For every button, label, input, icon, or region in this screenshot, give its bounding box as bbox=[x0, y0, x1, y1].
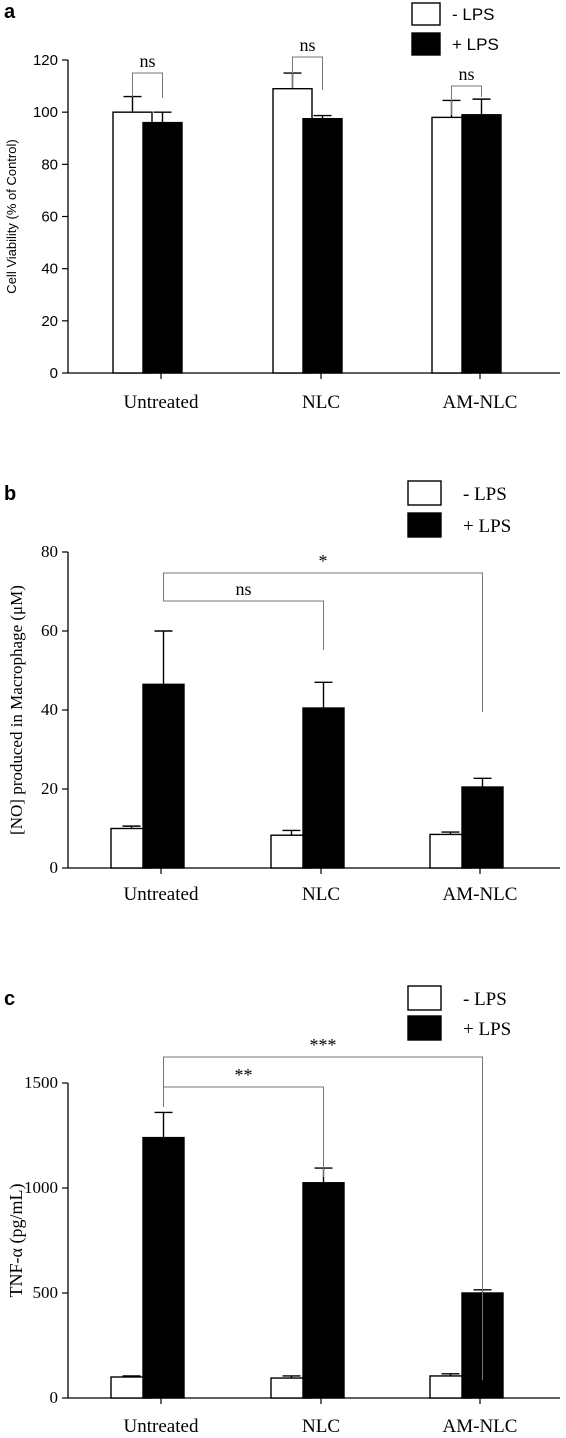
y-tick-label: 0 bbox=[50, 365, 58, 382]
y-tick-label: 20 bbox=[41, 313, 58, 330]
x-tick-label: AM-NLC bbox=[443, 1416, 518, 1437]
x-tick-label: Untreated bbox=[124, 1416, 199, 1437]
y-axis-title: Cell Viability (% of Control) bbox=[4, 139, 19, 293]
significance-label: ns bbox=[235, 579, 251, 599]
bar bbox=[142, 683, 185, 869]
significance-label: ns bbox=[139, 51, 155, 71]
legend-swatch bbox=[411, 32, 441, 56]
significance-bracket bbox=[163, 1086, 324, 1177]
chart-panel-a: a 0 20 40 60 80 100 120 Cell Viability (% of Con… bbox=[4, 1, 560, 413]
significance-bracket bbox=[163, 572, 483, 712]
y-tick-label: 100 bbox=[33, 104, 58, 121]
x-tick-label: Untreated bbox=[124, 884, 199, 905]
legend-swatch bbox=[411, 2, 441, 26]
y-tick-label: 40 bbox=[41, 261, 58, 278]
bar bbox=[302, 707, 345, 869]
x-tick-label: Untreated bbox=[124, 392, 199, 413]
significance-bracket bbox=[451, 85, 482, 115]
significance-bracket bbox=[292, 56, 323, 90]
legend-label: - LPS bbox=[463, 484, 507, 505]
x-tick-label: NLC bbox=[302, 884, 340, 905]
y-tick-label: 80 bbox=[41, 156, 58, 173]
y-tick-label: 0 bbox=[50, 1388, 59, 1407]
bar bbox=[302, 1182, 345, 1399]
legend-label: + LPS bbox=[463, 516, 511, 537]
significance-label: * bbox=[319, 551, 328, 571]
legend-swatch bbox=[407, 985, 442, 1011]
legend-label: - LPS bbox=[463, 989, 507, 1010]
legend-label: + LPS bbox=[452, 35, 499, 54]
legend-swatch bbox=[407, 512, 442, 538]
x-tick-label: NLC bbox=[302, 392, 340, 413]
y-tick-label: 500 bbox=[33, 1283, 59, 1302]
y-tick-label: 1500 bbox=[24, 1073, 58, 1092]
y-tick-label: 20 bbox=[41, 779, 58, 798]
panel-label: a bbox=[4, 1, 16, 23]
y-tick-label: 120 bbox=[33, 52, 58, 69]
chart-panel-b: b 0 20 40 60 80 [NO] produced in Macrophage (μ… bbox=[4, 480, 560, 905]
y-tick-label: 0 bbox=[50, 858, 59, 877]
legend-swatch bbox=[407, 480, 442, 506]
y-axis-title: TNF-α (pg/mL) bbox=[6, 1184, 27, 1298]
legend-swatch bbox=[407, 1015, 442, 1041]
significance-bracket bbox=[163, 595, 324, 650]
significance-label: ns bbox=[299, 35, 315, 55]
significance-bracket bbox=[163, 1056, 483, 1380]
bar bbox=[142, 121, 183, 374]
bar bbox=[461, 114, 502, 374]
y-tick-label: 60 bbox=[41, 209, 58, 226]
y-tick-label: 80 bbox=[41, 542, 58, 561]
y-tick-label: 1000 bbox=[24, 1178, 58, 1197]
bar bbox=[461, 786, 504, 869]
legend-label: + LPS bbox=[463, 1019, 511, 1040]
y-tick-label: 40 bbox=[41, 700, 58, 719]
x-tick-label: AM-NLC bbox=[443, 392, 518, 413]
significance-bracket bbox=[132, 72, 163, 98]
bar bbox=[302, 117, 343, 374]
y-axis-title: [NO] produced in Macrophage (μM) bbox=[7, 585, 26, 835]
panel-label: c bbox=[4, 988, 15, 1010]
y-tick-label: 60 bbox=[41, 621, 58, 640]
bar bbox=[142, 1136, 185, 1399]
panel-label: b bbox=[4, 483, 16, 505]
x-tick-label: NLC bbox=[302, 1416, 340, 1437]
legend-label: - LPS bbox=[452, 5, 495, 24]
significance-label: *** bbox=[310, 1035, 337, 1055]
significance-label: ns bbox=[458, 64, 474, 84]
x-tick-label: AM-NLC bbox=[443, 884, 518, 905]
significance-label: ** bbox=[235, 1065, 253, 1085]
chart-panel-c: c 0 500 1000 1500 TNF-α (pg/mL) Untreated NLC AM… bbox=[4, 985, 560, 1437]
